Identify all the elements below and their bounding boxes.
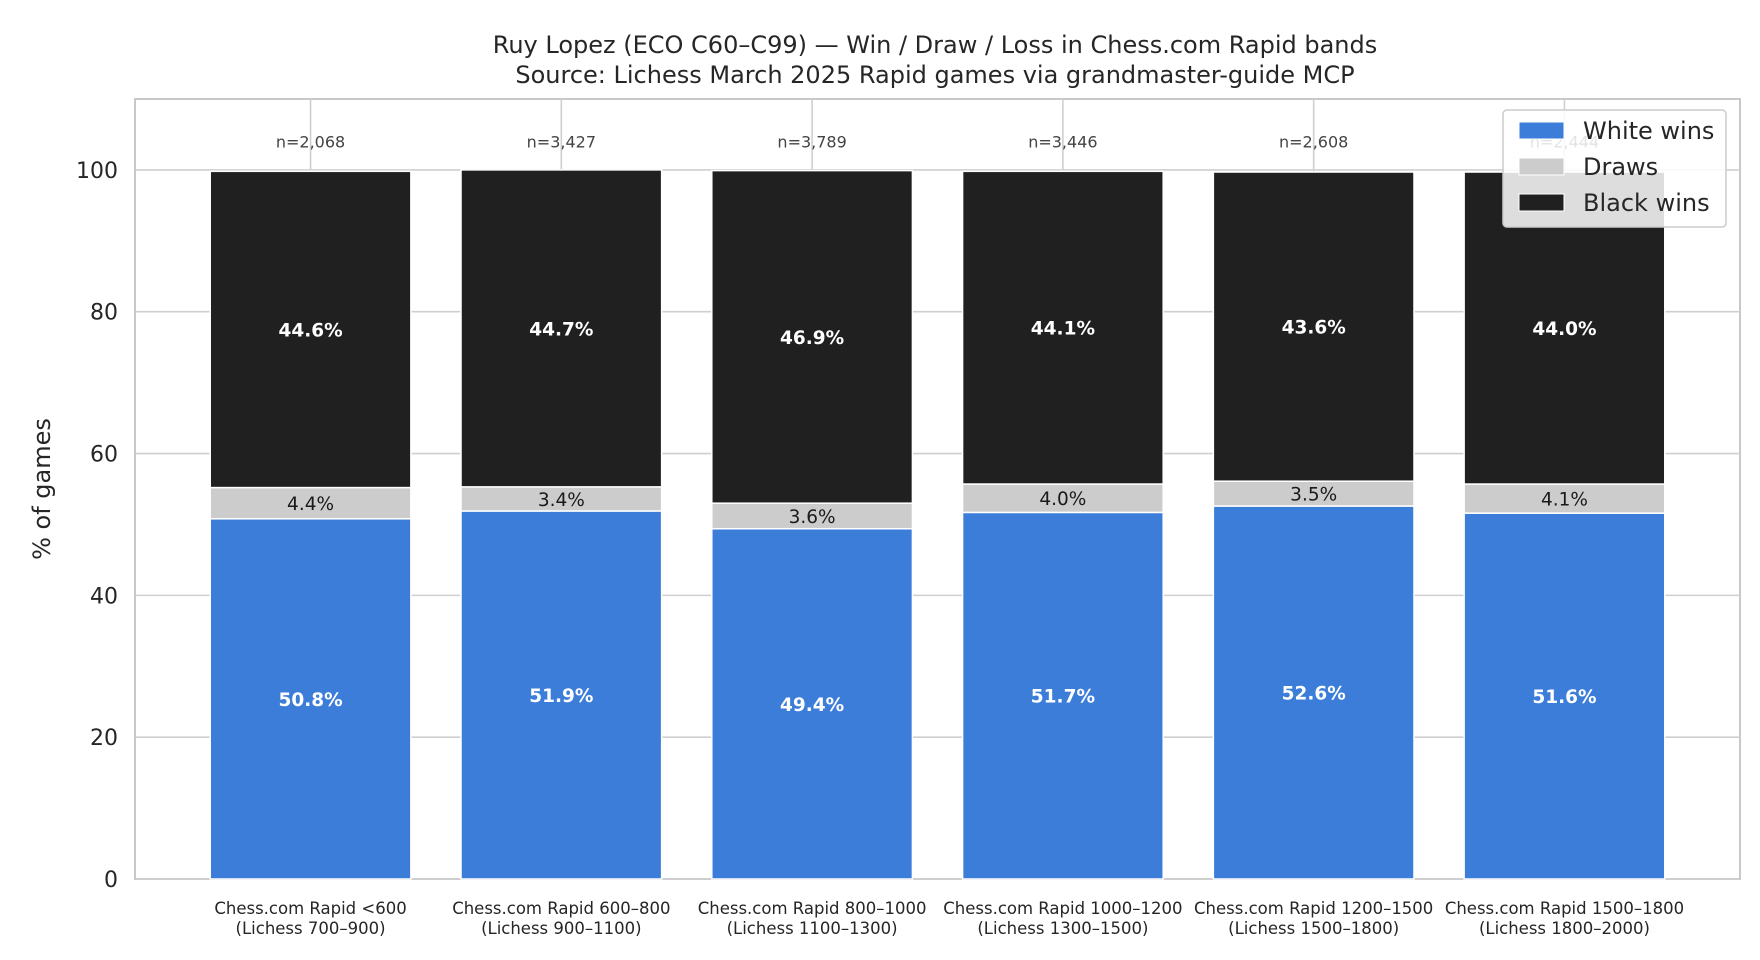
x-tick-label: Chess.com Rapid 800–1000 (698, 899, 927, 918)
bar-segment-white-wins (460, 510, 663, 880)
legend-label: Draws (1583, 153, 1658, 181)
x-tick-label: (Lichess 700–900) (236, 919, 386, 938)
legend-label: White wins (1583, 117, 1714, 145)
y-axis-ticks: 0 20 40 60 80 100 (76, 159, 118, 893)
x-tick-label: Chess.com Rapid 600–800 (452, 899, 670, 918)
bar-segment-draws (1463, 483, 1666, 514)
x-tick-label: (Lichess 1300–1500) (977, 919, 1148, 938)
sample-size-label: n=2,608 (1279, 133, 1348, 152)
x-tick-label: (Lichess 1500–1800) (1228, 919, 1399, 938)
bar-segment-draws (711, 502, 914, 530)
y-tick-label: 60 (90, 443, 118, 468)
data-label: 49.4% (780, 695, 844, 716)
data-label: 4.4% (287, 494, 334, 515)
data-label: 4.1% (1541, 490, 1588, 511)
bar-segment-black-wins (460, 169, 663, 488)
data-label: 44.7% (529, 319, 593, 340)
x-axis-ticks: Chess.com Rapid <600(Lichess 700–900) Che… (214, 899, 1684, 938)
x-tick-label: (Lichess 900–1100) (481, 919, 642, 938)
chart-subtitle: Source: Lichess March 2025 Rapid games v… (515, 61, 1354, 89)
data-label: 51.9% (529, 686, 593, 707)
data-label: 3.4% (538, 490, 585, 511)
x-tick-label: Chess.com Rapid 1200–1500 (1194, 899, 1433, 918)
bar-segment-white-wins (1463, 512, 1666, 880)
sample-size-label: n=3,427 (527, 133, 596, 152)
data-label: 44.0% (1532, 319, 1596, 340)
y-tick-label: 20 (90, 726, 118, 751)
bars (209, 169, 1666, 880)
bar-segment-black-wins (961, 170, 1164, 485)
bar-segment-white-wins (711, 527, 914, 880)
sample-size-label: n=3,446 (1028, 133, 1097, 152)
y-tick-label: 80 (90, 301, 118, 326)
x-tick-label: Chess.com Rapid 1500–1800 (1445, 899, 1684, 918)
x-tick-label: (Lichess 1100–1300) (727, 919, 898, 938)
data-label: 43.6% (1282, 318, 1346, 339)
data-label: 3.6% (789, 507, 836, 528)
bar-segment-black-wins (711, 169, 914, 504)
bar-segment-draws (460, 486, 663, 512)
data-label: 4.0% (1039, 489, 1086, 510)
y-tick-label: 0 (104, 868, 118, 893)
chart-title: Ruy Lopez (ECO C60–C99) — Win / Draw / L… (493, 31, 1378, 59)
bar-segment-black-wins (1212, 171, 1415, 482)
legend-swatch (1518, 193, 1565, 212)
y-tick-label: 100 (76, 159, 118, 184)
legend-swatch (1518, 157, 1565, 176)
x-tick-label: Chess.com Rapid <600 (214, 899, 406, 918)
data-label: 50.8% (278, 690, 342, 711)
bar-segment-draws (961, 483, 1164, 514)
bar-segment-white-wins (209, 518, 412, 880)
data-label: 46.9% (780, 328, 844, 349)
bar-segment-white-wins (1212, 505, 1415, 880)
legend-label: Black wins (1583, 189, 1710, 217)
x-tick-label: (Lichess 1800–2000) (1479, 919, 1650, 938)
bar-value-labels: 50.8% 4.4% 44.6% n=2,068 51.9% 3.4% 44.7% n=3,4… (276, 133, 1599, 716)
sample-size-label: n=2,068 (276, 133, 345, 152)
bar-segment-draws (1212, 480, 1415, 507)
data-label: 44.1% (1031, 319, 1095, 340)
data-label: 44.6% (278, 320, 342, 341)
data-label: 51.7% (1031, 687, 1095, 708)
data-label: 3.5% (1290, 485, 1337, 506)
legend: White wins Draws Black wins (1502, 109, 1727, 228)
legend-swatch (1518, 121, 1565, 140)
y-axis-label: % of games (28, 418, 56, 560)
data-label: 51.6% (1532, 687, 1596, 708)
x-tick-label: Chess.com Rapid 1000–1200 (943, 899, 1182, 918)
sample-size-label: n=3,789 (777, 133, 846, 152)
bar-segment-white-wins (961, 511, 1164, 880)
y-tick-label: 40 (90, 584, 118, 609)
data-label: 52.6% (1282, 684, 1346, 705)
bar-segment-black-wins (209, 170, 412, 489)
